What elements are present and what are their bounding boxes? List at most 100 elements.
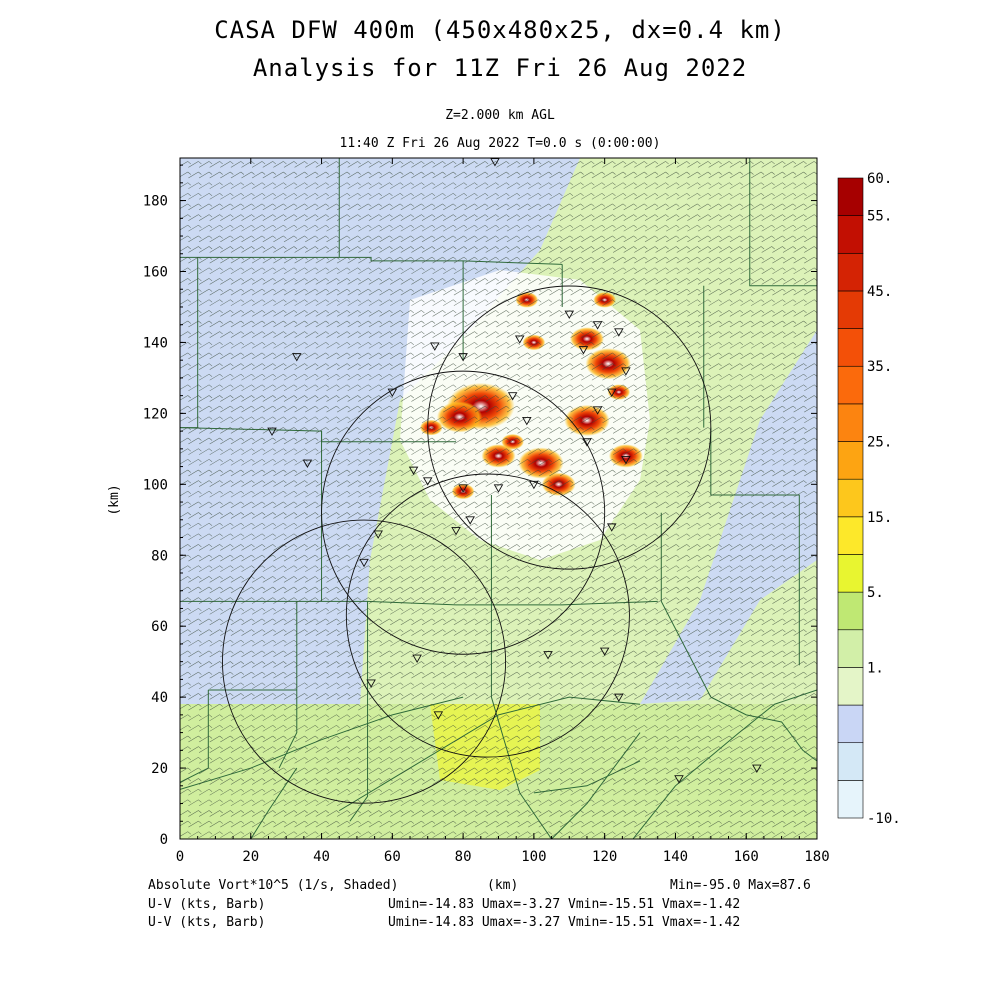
radar-site-marker	[458, 484, 468, 493]
wind-barbs	[180, 161, 817, 838]
y-tick-label: 160	[143, 265, 168, 281]
radar-site-marker	[451, 526, 461, 536]
barb2-label: U-V (kts, Barb)	[148, 915, 266, 930]
county-boundary	[632, 689, 817, 839]
colorbar-swatch	[837, 441, 864, 480]
radar-site-marker	[292, 353, 302, 362]
radar-site-marker	[412, 654, 422, 664]
colorbar-label: 60.	[867, 171, 892, 187]
radar-site-marker	[522, 417, 532, 426]
radar-site-marker	[606, 523, 617, 532]
storm-cell	[593, 292, 616, 308]
x-axis-ticks: 0 20 40 60 80 100 120 140 160 180	[176, 158, 830, 865]
county-boundary	[180, 696, 464, 790]
radar-site-marker	[387, 388, 398, 398]
colorbar-swatch	[837, 629, 864, 668]
radar-site-marker	[529, 480, 539, 490]
storm-cell	[541, 472, 576, 496]
colorbar-swatch	[837, 177, 864, 216]
wind-barb-field	[180, 161, 817, 838]
radar-site-marker	[490, 158, 500, 167]
y-tick-label: 40	[151, 690, 168, 706]
radar-site-marker	[302, 459, 313, 468]
radar-site-marker	[599, 647, 610, 656]
radar-site-marker	[493, 484, 504, 493]
y-tick-label: 60	[151, 619, 168, 635]
storm-cell	[608, 444, 643, 468]
colorbar-swatch	[837, 290, 864, 329]
colorbar-label: 5.	[867, 585, 884, 601]
y-tick-label: 80	[151, 548, 168, 564]
colorbar-swatch	[837, 478, 864, 518]
time-label: 11:40 Z Fri 26 Aug 2022 T=0.0 s (0:00:00…	[339, 136, 661, 151]
minmax-label: Min=-95.0 Max=87.6	[670, 878, 811, 893]
county-boundary	[533, 760, 641, 794]
radar-site-marker	[366, 679, 376, 688]
radar-site-marker	[408, 466, 419, 476]
field-label: Absolute Vort*10^5 (1/s, Shaded)	[148, 878, 399, 893]
y-axis-label: (km)	[107, 484, 122, 515]
colorbar-swatch	[837, 554, 864, 593]
x-tick-label: 120	[592, 849, 617, 865]
y-tick-label: 120	[143, 406, 168, 422]
radar-site-marker	[674, 775, 684, 784]
barb1-label: U-V (kts, Barb)	[148, 897, 266, 912]
radar-site-marker	[458, 353, 468, 362]
radar-site-marker	[543, 651, 553, 660]
colorbar-swatch	[837, 252, 864, 292]
analysis-title: Analysis for 11Z Fri 26 Aug 2022	[252, 54, 748, 82]
colorbar-swatch	[837, 403, 864, 442]
colorbar-swatch	[837, 365, 864, 405]
radar-site-marker	[592, 406, 603, 415]
y-axis-ticks: 0 20 40 60 80 100 120 140 160 180	[143, 164, 817, 848]
y-tick-label: 180	[143, 194, 168, 210]
radar-ring	[321, 370, 606, 655]
radar-site-marker	[614, 693, 624, 703]
colorbar-swatch	[837, 704, 864, 744]
colorbar-label: 1.	[867, 660, 884, 676]
y-tick-label: 100	[143, 477, 168, 493]
radar-site-marker	[430, 342, 440, 351]
radar-site-marker	[422, 477, 433, 486]
barb2-stats: Umin=-14.83 Umax=-3.27 Vmin=-15.51 Vmax=…	[388, 915, 741, 930]
radar-site-marker	[373, 530, 383, 539]
x-tick-label: 40	[313, 849, 330, 865]
colorbar-label: 45.	[867, 284, 892, 300]
county-boundary	[749, 158, 817, 287]
colorbar-swatch	[837, 215, 864, 254]
colorbar-swatch	[837, 742, 864, 781]
x-axis-label: (km)	[487, 878, 519, 893]
x-tick-label: 140	[663, 849, 688, 865]
colorbar-label: -10.	[867, 811, 901, 827]
county-boundary	[519, 792, 552, 839]
main-title: CASA DFW 400m (450x480x25, dx=0.4 km)	[214, 16, 786, 44]
radar-ring	[222, 519, 507, 804]
radar-site-marker	[592, 321, 603, 330]
x-tick-label: 180	[804, 849, 829, 865]
level-label: Z=2.000 km AGL	[445, 108, 555, 123]
radar-site-marker	[564, 310, 575, 319]
colorbar-label: 25.	[867, 435, 892, 451]
county-boundary	[660, 512, 712, 698]
radar-site-marker	[621, 456, 631, 465]
colorbar-label: 15.	[867, 510, 892, 526]
storm-cell	[564, 404, 610, 437]
radar-site-marker	[582, 438, 592, 447]
blue-region-east-1	[640, 330, 817, 704]
barb1-stats: Umin=-14.83 Umax=-3.27 Vmin=-15.51 Vmax=…	[388, 897, 741, 912]
radar-site-marker	[614, 328, 624, 337]
x-tick-label: 100	[521, 849, 546, 865]
storm-cell	[585, 348, 631, 380]
storm-cell	[518, 447, 564, 479]
colorbar-swatch	[837, 328, 864, 367]
radar-site-marker	[359, 558, 369, 568]
radar-site-marker	[578, 346, 589, 355]
radar-site-marker	[752, 764, 762, 773]
colorbar: 60. 55. 45. 35. 25. 15. 5. 1. -10.	[837, 171, 901, 827]
storm-cell	[522, 334, 546, 351]
radar-site-markers	[267, 158, 762, 784]
radar-site-marker	[465, 516, 475, 525]
radar-ring	[427, 285, 712, 570]
county-lines	[180, 158, 817, 839]
colorbar-label: 35.	[867, 359, 892, 375]
